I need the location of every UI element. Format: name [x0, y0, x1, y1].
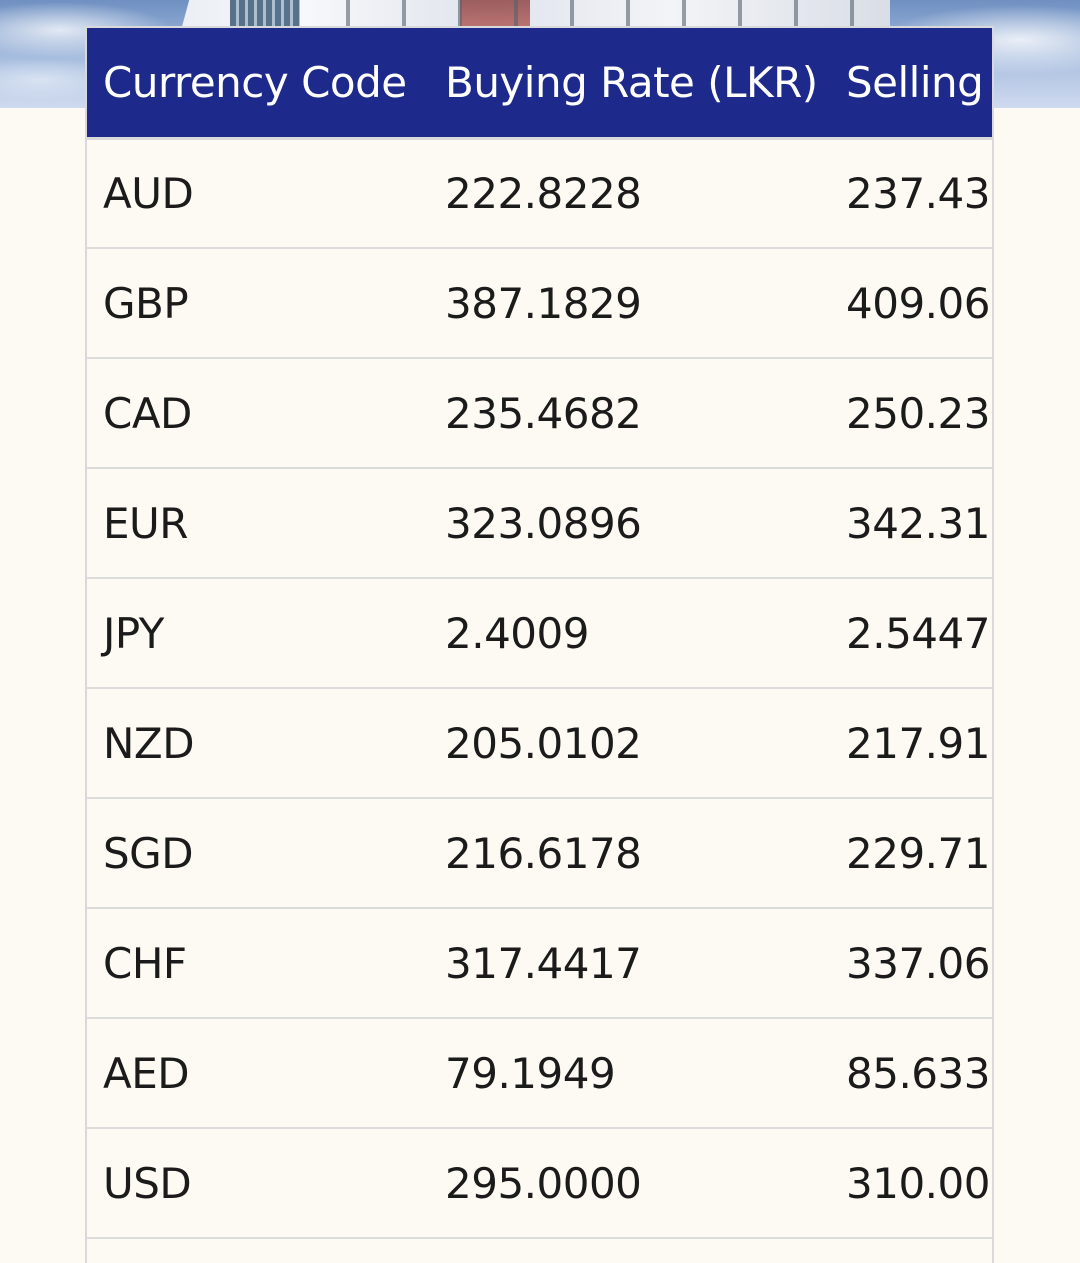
- table-row: AED 79.1949 85.6332: [87, 1018, 992, 1128]
- currency-code-cell: JPY: [103, 608, 164, 658]
- currency-code-cell: CHF: [103, 938, 187, 988]
- table-header-row: Currency Code Buying Rate (LKR) Selling …: [87, 28, 992, 140]
- buying-rate-cell: 216.6178: [445, 828, 642, 878]
- buying-rate-cell: 79.1949: [445, 1048, 616, 1098]
- buying-rate-cell: 323.0896: [445, 498, 642, 548]
- currency-code-cell: SGD: [103, 828, 194, 878]
- currency-code-cell: AUD: [103, 168, 194, 218]
- currency-code-cell: GBP: [103, 278, 189, 328]
- selling-rate-cell: 342.3160: [846, 498, 992, 548]
- currency-code-cell: AED: [103, 1048, 190, 1098]
- selling-rate-cell: 229.7160: [846, 828, 992, 878]
- exchange-rate-table-card[interactable]: Currency Code Buying Rate (LKR) Selling …: [85, 26, 994, 1263]
- currency-code-cell: NZD: [103, 718, 195, 768]
- building-windows: [320, 0, 880, 30]
- table-row: USD 295.0000 310.0000: [87, 1128, 992, 1238]
- table-row: CHF 317.4417 337.0610: [87, 908, 992, 1018]
- buying-rate-cell: 295.0000: [445, 1158, 642, 1208]
- building-glass: [230, 0, 300, 30]
- buying-rate-cell: 387.1829: [445, 278, 642, 328]
- header-currency-code: Currency Code: [87, 28, 429, 140]
- table-row: AUD 222.8228 237.4338: [87, 138, 992, 248]
- selling-rate-cell: 237.4338: [846, 168, 992, 218]
- exchange-rate-table: Currency Code Buying Rate (LKR) Selling …: [87, 28, 992, 1239]
- table-row: JPY 2.4009 2.5447: [87, 578, 992, 688]
- buying-rate-cell: 2.4009: [445, 608, 589, 658]
- selling-rate-cell: 2.5447: [846, 608, 990, 658]
- currency-code-cell: USD: [103, 1158, 192, 1208]
- currency-code-cell: CAD: [103, 388, 192, 438]
- selling-rate-cell: 85.6332: [846, 1048, 992, 1098]
- table-row: CAD 235.4682 250.2360: [87, 358, 992, 468]
- header-buying-rate: Buying Rate (LKR): [429, 28, 830, 140]
- buying-rate-cell: 205.0102: [445, 718, 642, 768]
- table-row: SGD 216.6178 229.7160: [87, 798, 992, 908]
- currency-code-cell: EUR: [103, 498, 188, 548]
- table-row: GBP 387.1829 409.0645: [87, 248, 992, 358]
- selling-rate-cell: 337.0610: [846, 938, 992, 988]
- buying-rate-cell: 222.8228: [445, 168, 642, 218]
- header-selling-rate: Selling Rate (LKR): [830, 28, 992, 140]
- table-row: NZD 205.0102 217.9160: [87, 688, 992, 798]
- buying-rate-cell: 235.4682: [445, 388, 642, 438]
- buying-rate-cell: 317.4417: [445, 938, 642, 988]
- table-body: AUD 222.8228 237.4338 GBP 387.1829 409.0645 CA…: [87, 138, 992, 1238]
- selling-rate-cell: 217.9160: [846, 718, 992, 768]
- selling-rate-cell: 310.0000: [846, 1158, 992, 1208]
- table-row: EUR 323.0896 342.3160: [87, 468, 992, 578]
- selling-rate-cell: 250.2360: [846, 388, 992, 438]
- selling-rate-cell: 409.0645: [846, 278, 992, 328]
- table-header: Currency Code Buying Rate (LKR) Selling …: [87, 28, 992, 140]
